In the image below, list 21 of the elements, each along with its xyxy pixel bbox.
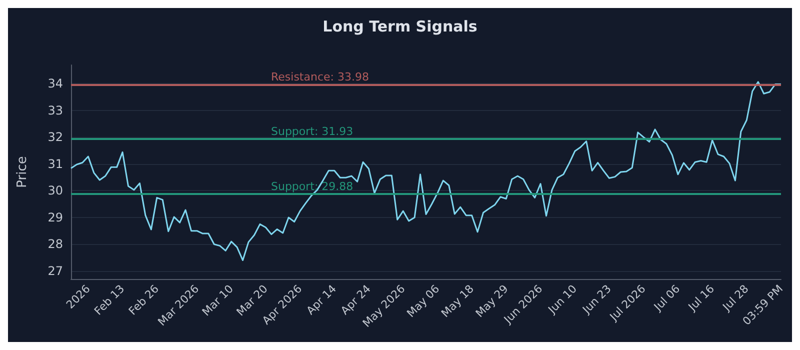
y-tick-label: 32 xyxy=(48,130,63,144)
x-tick-label: Feb 26 xyxy=(126,282,162,318)
chart-title: Long Term Signals xyxy=(322,18,478,36)
y-tick-label: 28 xyxy=(48,237,63,252)
x-tick-label: Apr 14 xyxy=(304,282,339,318)
x-tick-label: Jul 06 xyxy=(650,282,683,314)
y-tick-label: 31 xyxy=(48,156,63,171)
y-tick-label: 29 xyxy=(48,210,63,224)
x-tick-label: Mar 10 xyxy=(200,282,236,319)
x-tick-label: Jun 10 xyxy=(545,282,580,317)
y-axis-title: Price xyxy=(15,156,30,188)
y-tick-label: 27 xyxy=(48,264,63,278)
ref-line-label: Resistance: 33.98 xyxy=(271,70,369,84)
x-tick-label: Jul 16 xyxy=(685,282,717,314)
line-series xyxy=(70,81,782,262)
ref-line-label: Support: 29.88 xyxy=(271,180,354,193)
y-tick-label: 34 xyxy=(48,76,63,91)
y-tick-label: 33 xyxy=(48,103,63,118)
ref-line-label: Support: 31.93 xyxy=(271,125,354,138)
x-tick-label: Feb 13 xyxy=(92,282,128,318)
y-tick-label: 30 xyxy=(48,184,63,198)
